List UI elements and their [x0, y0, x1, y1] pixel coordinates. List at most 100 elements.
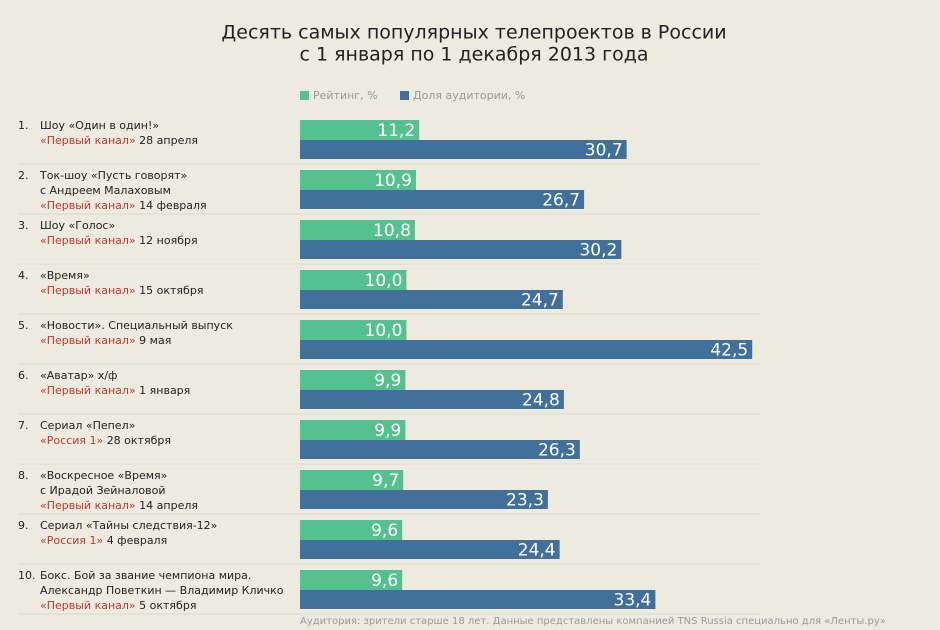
bar — [300, 540, 560, 559]
category-channel-line: «Первый канал» 14 апреля — [40, 499, 198, 512]
value-label: 26,3 — [538, 441, 576, 461]
bar — [300, 270, 407, 290]
channel: «Россия 1» — [40, 434, 103, 447]
value-label: 10,9 — [374, 171, 412, 191]
chart-subtitle: с 1 января по 1 декабря 2013 года — [299, 44, 648, 66]
channel: «Первый канал» — [40, 334, 136, 347]
rank: 2. — [18, 169, 29, 182]
legend-swatch — [400, 91, 409, 100]
value-label: 33,4 — [614, 591, 652, 611]
value-label: 10,0 — [365, 321, 403, 341]
value-label: 23,3 — [506, 491, 544, 511]
category-line: Шоу «Голос» — [40, 219, 115, 232]
bar — [300, 370, 406, 390]
rank: 9. — [18, 519, 29, 532]
date: 28 октября — [107, 434, 171, 447]
value-label: 10,0 — [365, 271, 403, 291]
bar — [300, 590, 656, 609]
rank: 7. — [18, 419, 29, 432]
value-label: 10,8 — [373, 221, 411, 241]
category-line: Александр Поветкин — Владимир Кличко — [40, 584, 284, 597]
bar — [300, 340, 753, 359]
rank: 1. — [18, 119, 29, 132]
bar — [300, 390, 564, 409]
bar — [300, 240, 622, 259]
value-label: 24,7 — [521, 291, 559, 311]
date: 14 февраля — [139, 199, 207, 212]
channel: «Первый канал» — [40, 599, 136, 612]
value-label: 9,7 — [372, 471, 399, 491]
category-line: Бокс. Бой за звание чемпиона мира. — [40, 569, 251, 582]
category-channel-line: «Первый канал» 15 октября — [40, 284, 203, 297]
bar — [300, 490, 548, 509]
channel: «Первый канал» — [40, 199, 136, 212]
channel: «Первый канал» — [40, 499, 136, 512]
category-channel-line: «Первый канал» 5 октября — [40, 599, 196, 612]
category-line: Сериал «Тайны следствия-12» — [40, 519, 217, 532]
bar — [300, 420, 406, 440]
rank: 8. — [18, 469, 29, 482]
category-channel-line: «Первый канал» 1 января — [40, 384, 190, 397]
channel: «Россия 1» — [40, 534, 103, 547]
bar — [300, 120, 420, 140]
bar — [300, 470, 404, 490]
category-channel-line: «Первый канал» 28 апреля — [40, 134, 198, 147]
value-label: 30,7 — [585, 141, 623, 161]
rank: 3. — [18, 219, 29, 232]
bar — [300, 570, 403, 590]
value-label: 11,2 — [377, 121, 415, 141]
category-line: Ток-шоу «Пусть говорят» — [39, 169, 187, 182]
channel: «Первый канал» — [40, 284, 136, 297]
bar — [300, 320, 407, 340]
value-label: 9,9 — [374, 421, 401, 441]
category-line: с Андреем Малаховым — [40, 184, 171, 197]
bar — [300, 290, 563, 309]
category-channel-line: «Первый канал» 14 февраля — [40, 199, 207, 212]
value-label: 26,7 — [542, 191, 580, 211]
date: 12 ноября — [139, 234, 197, 247]
category-line: «Время» — [40, 269, 90, 282]
rank: 5. — [18, 319, 29, 332]
rank: 4. — [18, 269, 29, 282]
channel: «Первый канал» — [40, 134, 136, 147]
value-label: 42,5 — [710, 341, 748, 361]
date: 15 октября — [139, 284, 203, 297]
date: 1 января — [139, 384, 190, 397]
channel: «Первый канал» — [40, 234, 136, 247]
date: 4 февраля — [107, 534, 168, 547]
legend-swatch — [300, 91, 309, 100]
category-channel-line: «Россия 1» 4 февраля — [40, 534, 167, 547]
date: 5 октября — [139, 599, 196, 612]
category-line: Сериал «Пепел» — [40, 419, 135, 432]
category-line: с Ирадой Зейналовой — [40, 484, 166, 497]
bar — [300, 520, 403, 540]
category-channel-line: «Первый канал» 9 мая — [40, 334, 171, 347]
chart-title: Десять самых популярных телепроектов в Р… — [221, 22, 726, 44]
bar — [300, 140, 627, 159]
category-channel-line: «Россия 1» 28 октября — [40, 434, 171, 447]
date: 14 апреля — [139, 499, 198, 512]
bar — [300, 220, 415, 240]
category-line: «Аватар» х/ф — [40, 369, 117, 382]
date: 9 мая — [139, 334, 171, 347]
category-channel-line: «Первый канал» 12 ноября — [40, 234, 198, 247]
footnote: Аудитория: зрители старше 18 лет. Данные… — [300, 616, 886, 627]
rank: 10. — [18, 569, 36, 582]
legend-label: Рейтинг, % — [313, 89, 378, 102]
bar — [300, 190, 585, 209]
value-label: 30,2 — [579, 241, 617, 261]
bar — [300, 440, 580, 459]
date: 28 апреля — [139, 134, 198, 147]
category-line: Шоу «Один в один!» — [40, 119, 159, 132]
value-label: 24,8 — [522, 391, 560, 411]
bar — [300, 170, 416, 190]
value-label: 9,6 — [371, 571, 398, 591]
value-label: 24,4 — [518, 541, 556, 561]
value-label: 9,9 — [374, 371, 401, 391]
category-line: «Новости». Специальный выпуск — [40, 319, 233, 332]
category-line: «Воскресное «Время» — [40, 469, 167, 482]
legend-label: Доля аудитории, % — [413, 89, 525, 102]
channel: «Первый канал» — [40, 384, 136, 397]
